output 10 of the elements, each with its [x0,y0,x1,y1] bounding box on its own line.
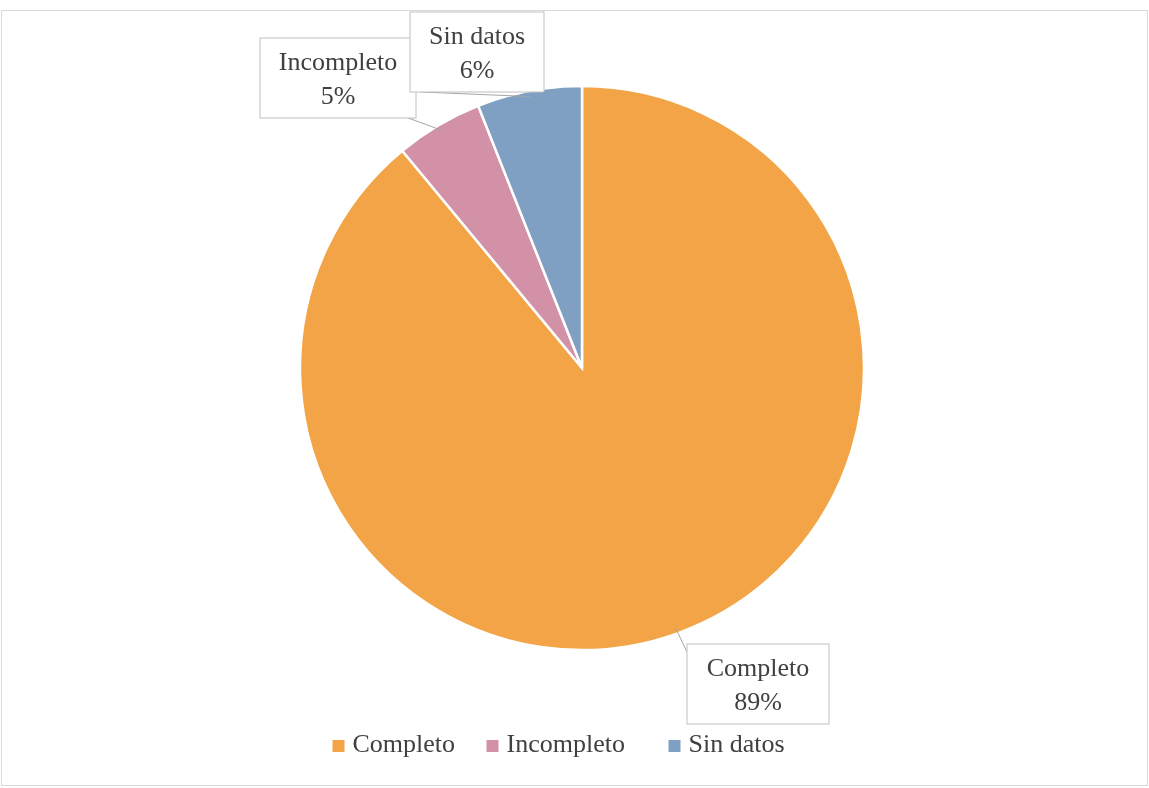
legend-label: Incompleto [506,729,625,758]
data-label: 5% [320,81,356,110]
pie-slice [298,84,865,652]
data-label: 6% [459,55,495,84]
slice-label: Sin datos [428,21,526,50]
legend-label: Completo [352,729,456,758]
data-label: 89% [734,687,782,716]
legend-label: Sin datos [688,729,785,758]
slice-label: Incompleto [278,47,398,76]
slice-label: Completo [706,653,810,682]
